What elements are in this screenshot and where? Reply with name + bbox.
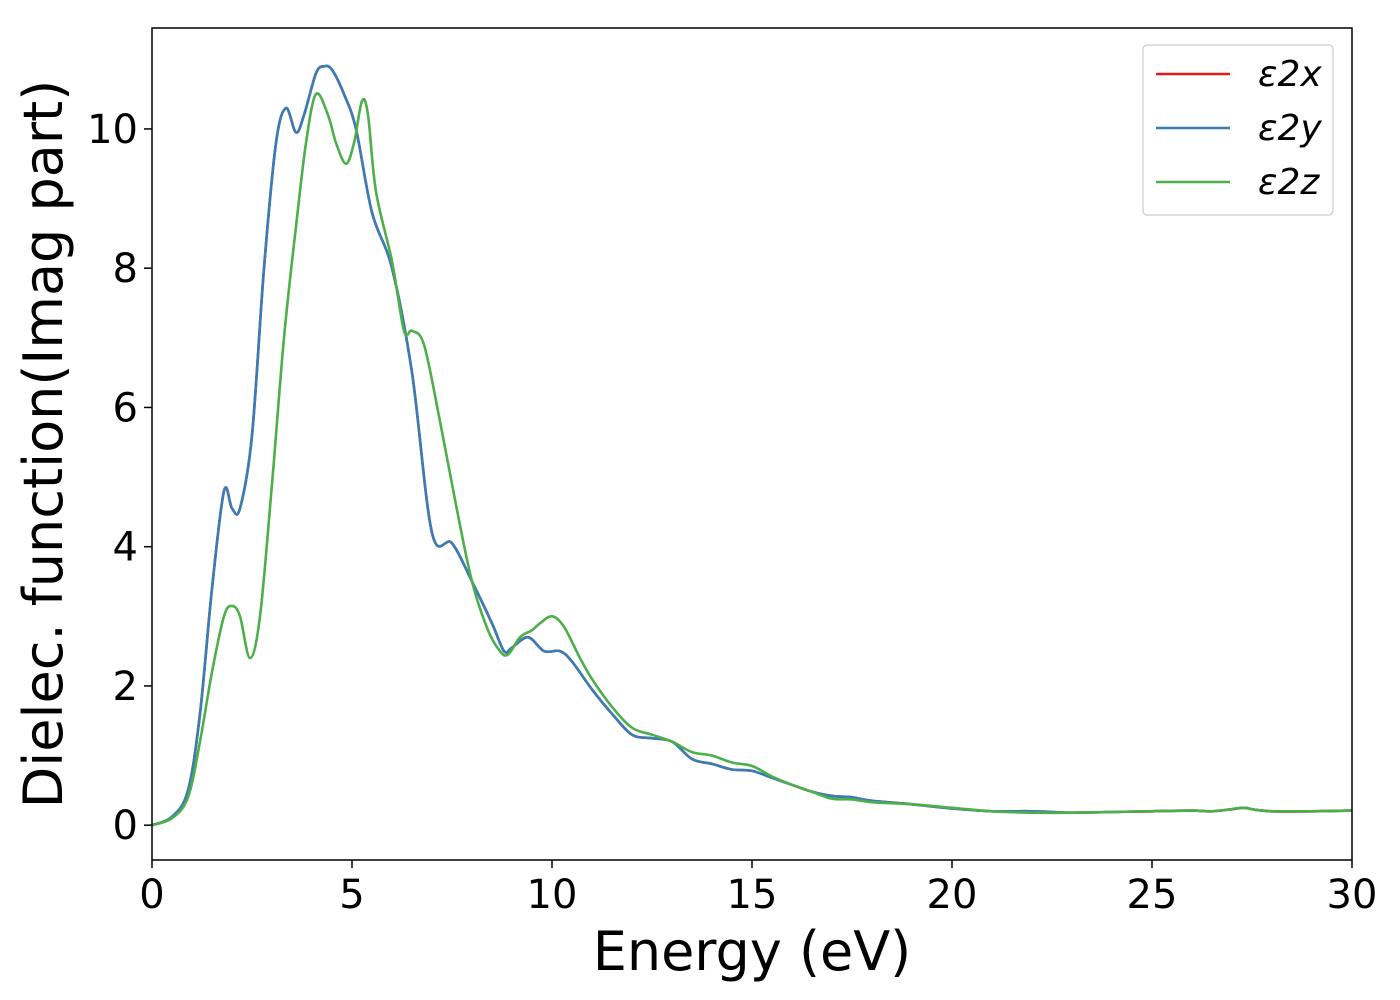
y-tick-label: 2 [113, 664, 138, 710]
x-axis-label: Energy (eV) [593, 920, 912, 983]
y-tick-label: 6 [113, 385, 138, 431]
y-tick-label: 0 [113, 803, 138, 849]
x-tick-label: 0 [139, 872, 164, 918]
x-tick-label: 10 [527, 872, 578, 918]
x-tick-label: 15 [727, 872, 778, 918]
legend: ε2x ε2y ε2z [1142, 44, 1334, 216]
legend-label-1: ε2y [1258, 108, 1322, 149]
y-tick-label: 8 [113, 246, 138, 292]
x-tick-label: 25 [1127, 872, 1178, 918]
x-tick-label: 5 [339, 872, 364, 918]
x-tick-label: 20 [927, 872, 978, 918]
y-tick-label: 10 [87, 107, 138, 153]
series-lines [151, 64, 1353, 827]
legend-box [1142, 44, 1334, 216]
x-tick-label: 30 [1327, 872, 1378, 918]
legend-label-0: ε2x [1258, 54, 1322, 95]
x-axis-ticks: 0 5 10 15 20 25 30 [139, 860, 1377, 918]
y-tick-label: 4 [113, 525, 138, 571]
series-line-2 [151, 92, 1353, 827]
y-axis-ticks: 0 2 4 6 8 10 [87, 107, 152, 849]
y-axis-label: Dielec. function(Imag part) [12, 80, 75, 809]
legend-label-2: ε2z [1258, 162, 1320, 203]
